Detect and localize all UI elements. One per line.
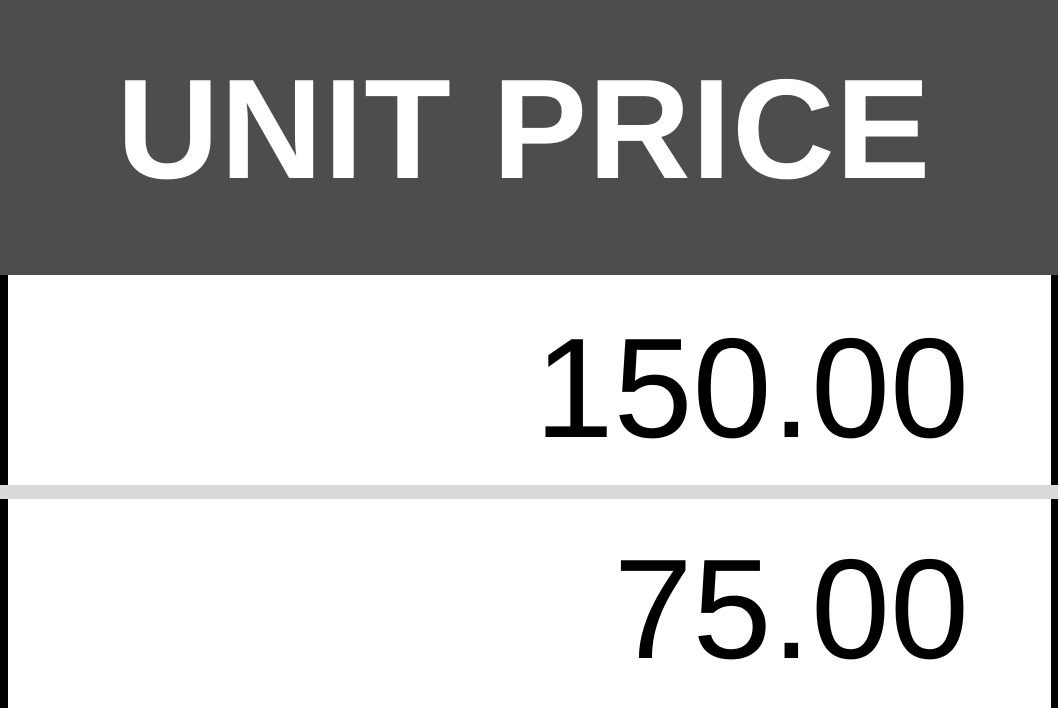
table-header: UNIT PRICE xyxy=(0,0,1058,275)
unit-price-cell: 75.00 xyxy=(613,530,969,689)
unit-price-cell: 150.00 xyxy=(534,309,969,468)
table-row: 75.00 xyxy=(8,499,1051,708)
column-header-unit-price: UNIT PRICE xyxy=(116,49,932,209)
row-divider xyxy=(0,485,1058,499)
table-row: 150.00 xyxy=(8,275,1051,485)
